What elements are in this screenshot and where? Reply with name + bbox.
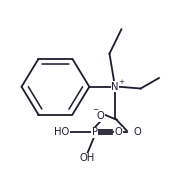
Text: O: O: [114, 127, 122, 137]
Text: O: O: [97, 111, 104, 121]
Text: HO: HO: [54, 127, 70, 137]
Text: +: +: [118, 79, 124, 85]
Text: OH: OH: [80, 153, 95, 163]
Text: P: P: [92, 127, 98, 137]
Text: N: N: [111, 82, 119, 92]
Text: −: −: [92, 107, 98, 113]
Text: O: O: [134, 127, 141, 137]
